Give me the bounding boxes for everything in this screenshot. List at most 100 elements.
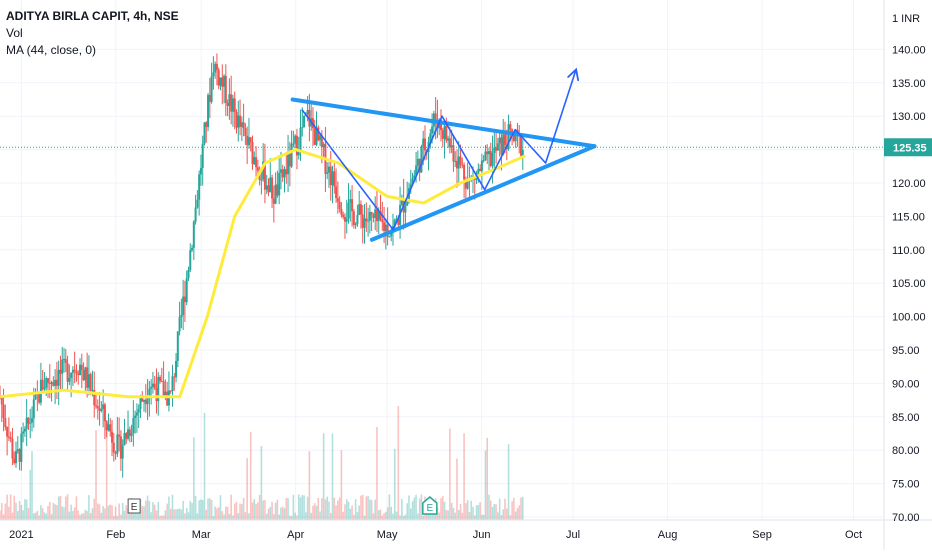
volume-bar (66, 494, 69, 520)
candle-body (25, 417, 28, 429)
volume-bar (96, 503, 99, 520)
candle-body (148, 388, 151, 399)
candle-body (171, 376, 174, 392)
candle-body (86, 367, 89, 388)
candle-body (169, 390, 172, 392)
candle-body (342, 214, 345, 217)
volume-bar (360, 495, 362, 520)
volume-bar (497, 512, 499, 520)
candle-body (489, 151, 492, 167)
volume-bar (93, 498, 96, 520)
volume-bar (475, 505, 478, 520)
candle-body (242, 122, 245, 129)
candle-body (121, 445, 124, 459)
volume-bar (63, 507, 65, 520)
volume-bar (182, 500, 184, 520)
candle-body (143, 399, 146, 402)
candle-body (54, 379, 57, 386)
candle-body (153, 383, 156, 389)
volume-bar (217, 507, 220, 520)
candle-body (521, 149, 524, 156)
volume-bar (493, 503, 496, 520)
volume-bar (233, 503, 236, 520)
volume-bar (313, 503, 316, 520)
price-tick-label: 130.00 (892, 111, 926, 123)
volume-bar (57, 496, 60, 520)
candle-body (329, 166, 332, 186)
volume-bar (232, 515, 234, 520)
candle-body (260, 179, 263, 181)
volume-bar (237, 513, 240, 520)
volume-bar (125, 505, 128, 520)
event-marker[interactable] (127, 498, 141, 514)
volume-bar (162, 515, 165, 520)
volume-bar (273, 514, 275, 520)
price-tick-label: 120.00 (892, 178, 926, 190)
volume-bar (9, 494, 12, 520)
volume-bar (52, 502, 55, 520)
candle-body (118, 434, 121, 437)
candle-body (315, 127, 318, 145)
candle-body (503, 134, 506, 146)
candle-body (409, 184, 412, 188)
volume-bar (47, 506, 49, 520)
volume-bar (82, 513, 85, 520)
pattern-path[interactable] (301, 69, 577, 231)
candle-body (4, 418, 7, 428)
volume-bar (134, 510, 136, 520)
candle-body (400, 198, 403, 205)
candle-body (11, 438, 14, 459)
volume-bar (171, 494, 174, 520)
candle-body (262, 161, 265, 180)
volume-bar (349, 508, 352, 520)
upper-trendline[interactable] (290, 97, 597, 149)
lower-trendline[interactable] (369, 144, 597, 242)
volume-bar (344, 504, 346, 520)
volume-bar (123, 510, 126, 520)
volume-bar (152, 502, 154, 520)
candle-body (164, 391, 167, 398)
candle-body (240, 122, 243, 127)
candle-body (507, 124, 510, 150)
volume-bar (48, 501, 51, 520)
candle-body (450, 145, 453, 147)
candle-body (358, 204, 361, 216)
candle-body (381, 219, 384, 223)
volume-bar (249, 431, 252, 520)
volume-bar (73, 507, 76, 520)
candle-body (263, 161, 266, 190)
candle-body (454, 160, 457, 162)
candle-body (31, 418, 34, 423)
candle-body (223, 75, 226, 87)
candle-body (404, 205, 407, 213)
volume-bar (312, 505, 314, 520)
candle-body (359, 204, 362, 215)
arrow-head-icon (567, 67, 580, 82)
candle-body (45, 378, 48, 388)
volume-bar (353, 514, 355, 520)
volume-bar (98, 504, 101, 520)
volume-bar (61, 506, 64, 520)
candle-body (466, 178, 469, 189)
volume-bar (70, 504, 72, 520)
volume-bar (415, 494, 417, 520)
candle-body (96, 406, 99, 409)
volume-bar (520, 497, 522, 520)
volume-bar (45, 513, 48, 520)
volume-bar (337, 500, 339, 520)
candle-body (157, 376, 160, 402)
moving-average-label[interactable]: MA (44, close, 0) (6, 43, 97, 57)
volume-bar (86, 510, 88, 520)
candle-body (496, 143, 499, 151)
candle-body (338, 201, 341, 209)
symbol-title[interactable]: ADITYA BIRLA CAPIT, 4h, NSE (6, 9, 179, 23)
earnings-marker[interactable] (422, 496, 438, 515)
volume-bar (409, 508, 412, 520)
candle-body (448, 138, 451, 147)
currency-label[interactable]: 1 INR (892, 13, 920, 25)
volume-indicator-label[interactable]: Vol (6, 26, 23, 40)
candle-body (230, 94, 233, 112)
candle-body (367, 220, 370, 222)
